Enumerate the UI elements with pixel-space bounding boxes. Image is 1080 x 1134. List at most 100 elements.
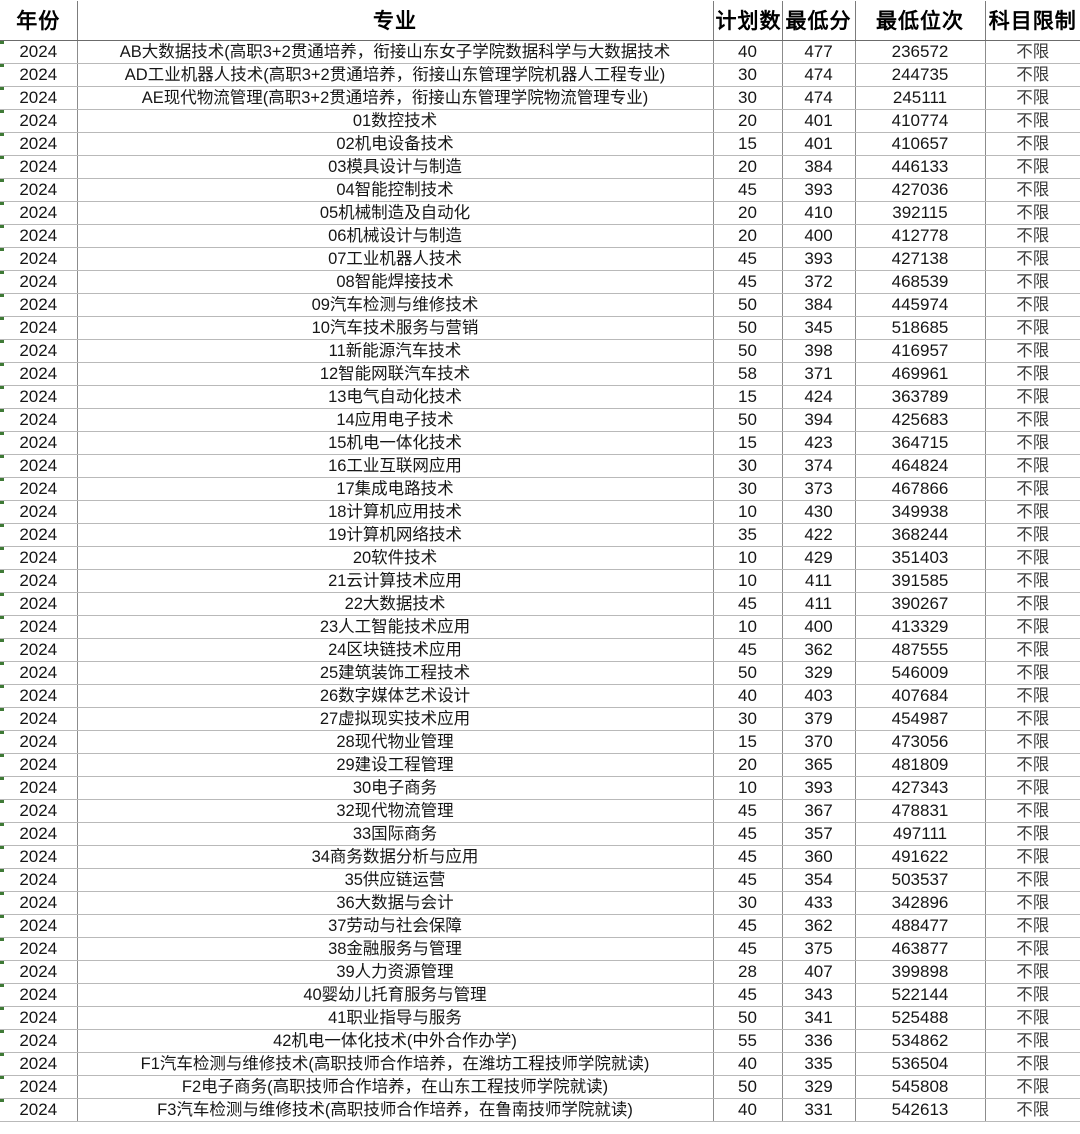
cell-subj[interactable]: 不限 [985, 431, 1080, 455]
cell-subj[interactable]: 不限 [985, 569, 1080, 593]
table-row[interactable]: 2024 09汽车检测与维修技术 50 384 445974 不限 [0, 293, 1080, 317]
cell-major[interactable]: 24区块链技术应用 [77, 638, 714, 662]
table-row[interactable]: 2024 03模具设计与制造 20 384 446133 不限 [0, 155, 1080, 179]
table-row[interactable]: 2024 20软件技术 10 429 351403 不限 [0, 546, 1080, 570]
cell-score[interactable]: 341 [782, 1006, 856, 1030]
cell-year[interactable]: 2024 [0, 960, 78, 984]
cell-rank[interactable]: 445974 [855, 293, 986, 317]
cell-major[interactable]: 33国际商务 [77, 822, 714, 846]
cell-major[interactable]: 39人力资源管理 [77, 960, 714, 984]
cell-rank[interactable]: 413329 [855, 615, 986, 639]
cell-rank[interactable]: 454987 [855, 707, 986, 731]
cell-rank[interactable]: 546009 [855, 661, 986, 685]
table-row[interactable]: 2024 12智能网联汽车技术 58 371 469961 不限 [0, 362, 1080, 386]
cell-score[interactable]: 362 [782, 914, 856, 938]
cell-subj[interactable]: 不限 [985, 822, 1080, 846]
cell-plan[interactable]: 30 [713, 63, 783, 87]
cell-plan[interactable]: 50 [713, 661, 783, 685]
cell-rank[interactable]: 488477 [855, 914, 986, 938]
cell-plan[interactable]: 30 [713, 891, 783, 915]
cell-score[interactable]: 403 [782, 684, 856, 708]
cell-major[interactable]: 10汽车技术服务与营销 [77, 316, 714, 340]
cell-major[interactable]: 01数控技术 [77, 109, 714, 133]
cell-subj[interactable]: 不限 [985, 385, 1080, 409]
cell-subj[interactable]: 不限 [985, 247, 1080, 271]
cell-score[interactable]: 393 [782, 247, 856, 271]
cell-plan[interactable]: 45 [713, 914, 783, 938]
table-row[interactable]: 2024 18计算机应用技术 10 430 349938 不限 [0, 500, 1080, 524]
column-header-plan[interactable]: 计划数 [713, 0, 783, 41]
cell-plan[interactable]: 10 [713, 546, 783, 570]
cell-score[interactable]: 335 [782, 1052, 856, 1076]
cell-score[interactable]: 422 [782, 523, 856, 547]
cell-plan[interactable]: 20 [713, 201, 783, 225]
cell-plan[interactable]: 50 [713, 1075, 783, 1099]
cell-rank[interactable]: 463877 [855, 937, 986, 961]
table-row[interactable]: 2024 F3汽车检测与维修技术(高职技师合作培养，在鲁南技师学院就读) 40 331… [0, 1098, 1080, 1122]
table-row[interactable]: 2024 25建筑装饰工程技术 50 329 546009 不限 [0, 661, 1080, 685]
table-row[interactable]: 2024 07工业机器人技术 45 393 427138 不限 [0, 247, 1080, 271]
cell-subj[interactable]: 不限 [985, 776, 1080, 800]
cell-year[interactable]: 2024 [0, 661, 78, 685]
cell-year[interactable]: 2024 [0, 546, 78, 570]
table-row[interactable]: 2024 08智能焊接技术 45 372 468539 不限 [0, 270, 1080, 294]
cell-plan[interactable]: 45 [713, 178, 783, 202]
cell-year[interactable]: 2024 [0, 523, 78, 547]
cell-rank[interactable]: 467866 [855, 477, 986, 501]
cell-subj[interactable]: 不限 [985, 1075, 1080, 1099]
cell-major[interactable]: 05机械制造及自动化 [77, 201, 714, 225]
cell-major[interactable]: 19计算机网络技术 [77, 523, 714, 547]
cell-plan[interactable]: 45 [713, 937, 783, 961]
cell-subj[interactable]: 不限 [985, 270, 1080, 294]
column-header-major[interactable]: 专业 [77, 0, 714, 41]
cell-rank[interactable]: 416957 [855, 339, 986, 363]
cell-year[interactable]: 2024 [0, 615, 78, 639]
cell-plan[interactable]: 20 [713, 753, 783, 777]
table-row[interactable]: 2024 29建设工程管理 20 365 481809 不限 [0, 753, 1080, 777]
cell-year[interactable]: 2024 [0, 845, 78, 869]
table-row[interactable]: 2024 35供应链运营 45 354 503537 不限 [0, 868, 1080, 892]
cell-year[interactable]: 2024 [0, 109, 78, 133]
cell-year[interactable]: 2024 [0, 408, 78, 432]
cell-score[interactable]: 372 [782, 270, 856, 294]
cell-plan[interactable]: 30 [713, 477, 783, 501]
cell-year[interactable]: 2024 [0, 454, 78, 478]
cell-plan[interactable]: 50 [713, 316, 783, 340]
cell-rank[interactable]: 522144 [855, 983, 986, 1007]
cell-major[interactable]: 13电气自动化技术 [77, 385, 714, 409]
cell-plan[interactable]: 10 [713, 500, 783, 524]
cell-score[interactable]: 343 [782, 983, 856, 1007]
cell-year[interactable]: 2024 [0, 914, 78, 938]
cell-year[interactable]: 2024 [0, 1052, 78, 1076]
table-row[interactable]: 2024 14应用电子技术 50 394 425683 不限 [0, 408, 1080, 432]
table-row[interactable]: 2024 19计算机网络技术 35 422 368244 不限 [0, 523, 1080, 547]
table-row[interactable]: 2024 15机电一体化技术 15 423 364715 不限 [0, 431, 1080, 455]
cell-rank[interactable]: 244735 [855, 63, 986, 87]
cell-rank[interactable]: 363789 [855, 385, 986, 409]
cell-subj[interactable]: 不限 [985, 155, 1080, 179]
cell-rank[interactable]: 391585 [855, 569, 986, 593]
cell-year[interactable]: 2024 [0, 86, 78, 110]
table-row[interactable]: 2024 32现代物流管理 45 367 478831 不限 [0, 799, 1080, 823]
cell-rank[interactable]: 534862 [855, 1029, 986, 1053]
cell-score[interactable]: 354 [782, 868, 856, 892]
cell-year[interactable]: 2024 [0, 868, 78, 892]
table-row[interactable]: 2024 04智能控制技术 45 393 427036 不限 [0, 178, 1080, 202]
cell-major[interactable]: 29建设工程管理 [77, 753, 714, 777]
cell-rank[interactable]: 464824 [855, 454, 986, 478]
cell-score[interactable]: 474 [782, 86, 856, 110]
cell-subj[interactable]: 不限 [985, 546, 1080, 570]
cell-subj[interactable]: 不限 [985, 1098, 1080, 1122]
cell-subj[interactable]: 不限 [985, 914, 1080, 938]
cell-subj[interactable]: 不限 [985, 224, 1080, 248]
cell-year[interactable]: 2024 [0, 132, 78, 156]
cell-plan[interactable]: 30 [713, 454, 783, 478]
cell-score[interactable]: 401 [782, 132, 856, 156]
cell-year[interactable]: 2024 [0, 707, 78, 731]
cell-score[interactable]: 411 [782, 592, 856, 616]
cell-rank[interactable]: 518685 [855, 316, 986, 340]
cell-year[interactable]: 2024 [0, 155, 78, 179]
table-row[interactable]: 2024 22大数据技术 45 411 390267 不限 [0, 592, 1080, 616]
cell-year[interactable]: 2024 [0, 1006, 78, 1030]
cell-rank[interactable]: 364715 [855, 431, 986, 455]
